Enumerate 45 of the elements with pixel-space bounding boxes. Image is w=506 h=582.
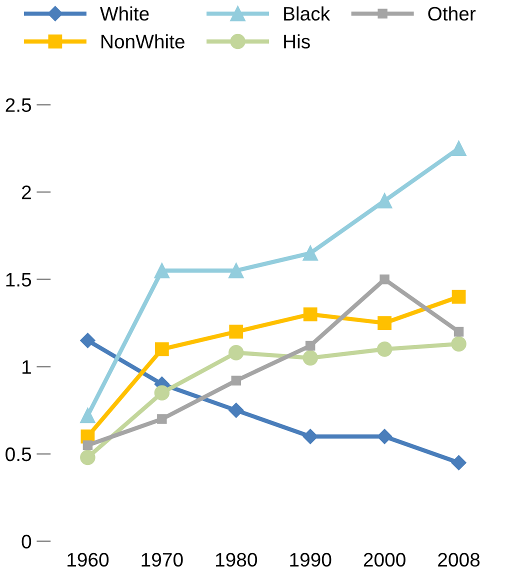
point — [451, 455, 466, 470]
point — [228, 262, 244, 278]
legend-label: Other — [428, 6, 476, 21]
point — [376, 428, 392, 444]
y-tick-label: 0 — [22, 534, 32, 548]
point — [157, 414, 167, 424]
legend-label: NonWhite — [102, 34, 184, 48]
point — [378, 316, 392, 330]
point — [82, 440, 93, 450]
y-tick-label: 1.5 — [6, 273, 32, 287]
legend-label: His — [284, 34, 310, 48]
point — [376, 193, 392, 208]
point — [80, 408, 96, 424]
point — [80, 332, 96, 348]
point — [154, 385, 170, 400]
point — [229, 324, 244, 339]
point — [231, 376, 241, 386]
y-tick-label: 2 — [22, 186, 31, 200]
x-tick-label: 2008 — [438, 552, 480, 567]
y-tick-label: 0.5 — [6, 447, 32, 462]
point — [451, 140, 466, 156]
point — [452, 290, 466, 304]
point — [154, 262, 170, 278]
point — [451, 336, 466, 352]
point — [302, 246, 318, 261]
point — [376, 342, 392, 357]
point — [302, 428, 318, 444]
y-tick-label: 2.5 — [6, 98, 32, 112]
legend-label: Black — [284, 6, 330, 21]
point — [454, 326, 464, 337]
point — [305, 340, 316, 351]
point — [228, 345, 244, 360]
x-tick-label: 1970 — [142, 552, 183, 567]
y-tick-label: 1 — [22, 360, 31, 374]
point — [380, 274, 390, 284]
point — [154, 342, 169, 356]
point — [303, 307, 318, 322]
point — [80, 450, 96, 466]
x-tick-label: 1960 — [68, 552, 109, 567]
point — [228, 402, 244, 418]
x-tick-label: 1990 — [290, 552, 332, 567]
legend-label: White — [100, 6, 149, 21]
x-tick-label: 1980 — [216, 552, 258, 567]
point — [302, 350, 318, 366]
x-tick-label: 2000 — [364, 552, 406, 567]
